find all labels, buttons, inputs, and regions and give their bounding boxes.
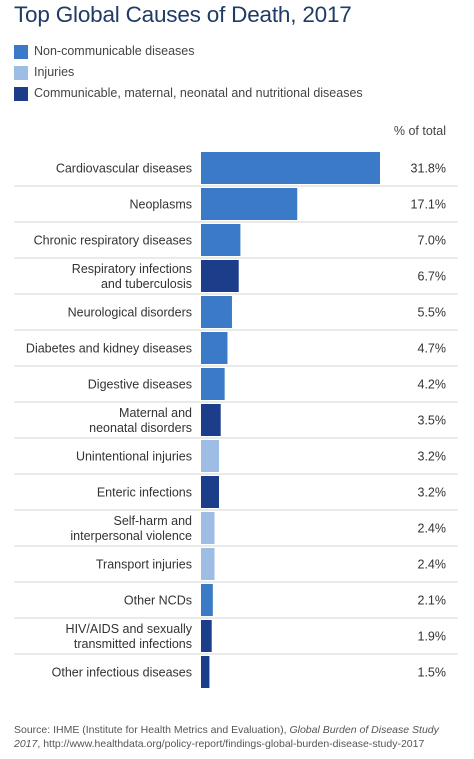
source-prefix: Source: IHME (Institute for Health Metri… (14, 724, 290, 736)
bar (201, 512, 215, 544)
bar (201, 296, 232, 328)
bar (201, 404, 221, 436)
bar (201, 620, 212, 652)
category-label: Transport injuries (96, 558, 192, 572)
category-label: Self-harm and (113, 514, 192, 528)
bar (201, 476, 220, 508)
bar (201, 224, 241, 256)
category-label: Cardiovascular diseases (56, 162, 192, 176)
category-label: Diabetes and kidney diseases (26, 342, 192, 356)
category-label: Other NCDs (124, 594, 192, 608)
value-label: 3.2% (418, 450, 447, 464)
bar (201, 548, 215, 580)
category-label: Neurological disorders (68, 306, 192, 320)
bar (201, 656, 210, 688)
category-label: HIV/AIDS and sexually (66, 622, 193, 636)
bar (201, 332, 228, 364)
bar (201, 260, 239, 292)
bar (201, 440, 220, 472)
category-label: interpersonal violence (70, 529, 192, 543)
bar (201, 152, 380, 184)
category-label: Neoplasms (129, 198, 192, 212)
value-label: 5.5% (418, 306, 447, 320)
value-label: 2.4% (418, 558, 447, 572)
legend-label-injuries: Injuries (34, 65, 75, 79)
value-label: 7.0% (418, 234, 447, 248)
source-note: Source: IHME (Institute for Health Metri… (14, 723, 464, 751)
category-label: Digestive diseases (88, 378, 192, 392)
value-label: 31.8% (411, 162, 446, 176)
value-label: 6.7% (418, 270, 447, 284)
category-label: Unintentional injuries (76, 450, 192, 464)
source-study-title: Global Burden of Disease Study 2017 (14, 724, 439, 750)
value-label: 2.1% (418, 594, 447, 608)
category-label: Chronic respiratory diseases (34, 234, 192, 248)
legend-swatch-communicable (14, 87, 28, 101)
bar-chart: Cardiovascular diseases 31.8% Neoplasms 17.… (14, 152, 458, 688)
value-label: 3.5% (418, 414, 447, 428)
category-label: neonatal disorders (89, 421, 192, 435)
bar (201, 368, 225, 400)
source-url: , http://www.healthdata.org/policy-repor… (37, 738, 425, 750)
bar (201, 584, 213, 616)
value-label: 4.2% (418, 378, 447, 392)
value-label: 4.7% (418, 342, 447, 356)
category-label: transmitted infections (74, 637, 192, 651)
category-label: Maternal and (119, 406, 192, 420)
chart-title: Top Global Causes of Death, 2017 (14, 2, 352, 27)
category-label: and tuberculosis (101, 277, 192, 291)
bar (201, 188, 298, 220)
value-label: 17.1% (411, 198, 446, 212)
value-column-header: % of total (393, 124, 446, 138)
legend-swatch-injuries (14, 66, 28, 80)
category-label: Respiratory infections (72, 262, 192, 276)
value-label: 2.4% (418, 522, 447, 536)
category-label: Enteric infections (97, 486, 192, 500)
legend-label-ncd: Non-communicable diseases (34, 44, 195, 58)
value-label: 3.2% (418, 486, 447, 500)
category-label: Other infectious diseases (52, 666, 192, 680)
value-label: 1.5% (418, 666, 447, 680)
value-label: 1.9% (418, 630, 447, 644)
legend-swatch-ncd (14, 45, 28, 59)
legend-label-communicable: Communicable, maternal, neonatal and nut… (34, 86, 363, 100)
